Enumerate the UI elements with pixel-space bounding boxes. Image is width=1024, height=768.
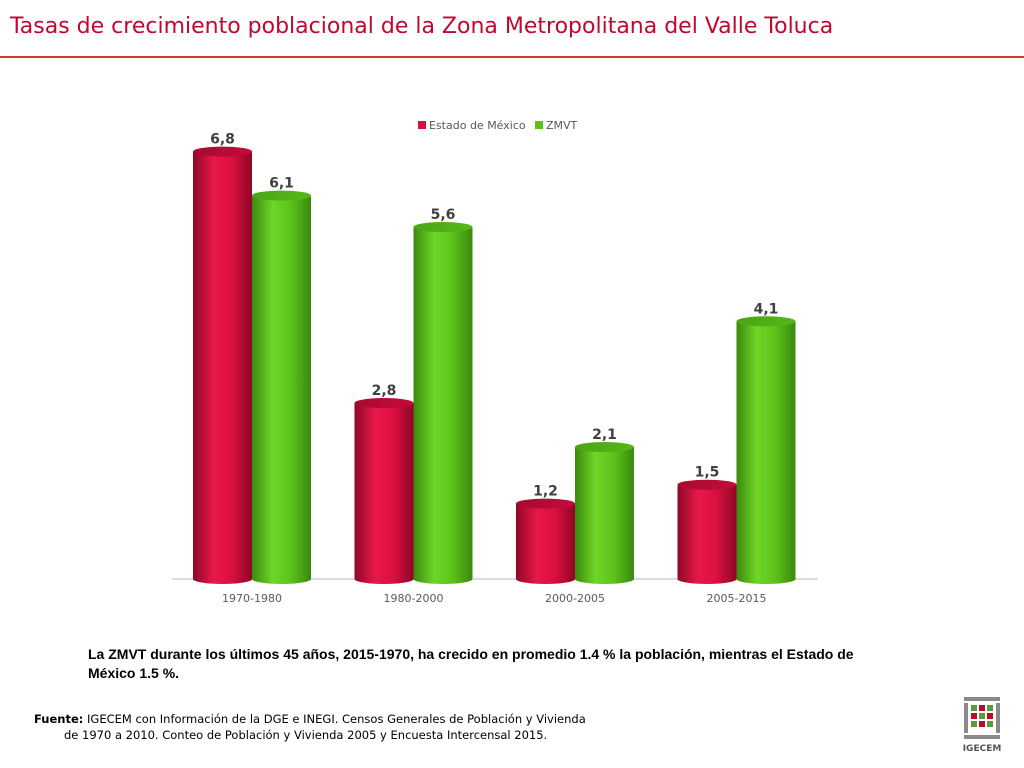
bar-estado-de-mexico-1980-2000 xyxy=(354,398,414,584)
bar-top xyxy=(413,222,473,232)
bar-estado-de-mexico-2000-2005 xyxy=(516,498,575,584)
bar-body xyxy=(193,151,252,585)
bar-body xyxy=(252,195,311,585)
bar-zmvt-2000-2005 xyxy=(575,442,634,584)
data-label: 1,5 xyxy=(695,465,720,481)
legend-swatch-estado-de-mexico xyxy=(418,121,426,129)
logo-text: IGECEM xyxy=(962,744,1002,754)
data-label: 5,6 xyxy=(431,207,456,223)
bar-body xyxy=(516,503,575,584)
x-tick-label: 1980-2000 xyxy=(384,592,444,605)
x-tick-label: 1970-1980 xyxy=(222,592,282,605)
legend-label-estado-de-mexico: Estado de México xyxy=(429,119,526,132)
igecem-logo-icon xyxy=(964,697,1000,739)
bar-zmvt-2005-2015 xyxy=(736,316,796,584)
bar-zmvt-1980-2000 xyxy=(413,222,473,584)
bar-top xyxy=(252,190,311,201)
x-tick-label: 2005-2015 xyxy=(707,592,767,605)
data-label: 6,8 xyxy=(210,132,235,148)
bar-zmvt-1970-1980 xyxy=(252,190,311,585)
bar-body xyxy=(575,447,634,584)
bar-body xyxy=(354,403,414,584)
bar-series-group: 6,8 6,1 2,8 5,6 1,2 2,1 1,5 4,1 xyxy=(193,132,796,585)
bar-top xyxy=(677,479,737,490)
bar-top xyxy=(354,398,414,408)
x-tick-label: 2000-2005 xyxy=(545,592,605,605)
source-line-1: IGECEM con Información de la DGE e INEGI… xyxy=(87,712,586,726)
bar-estado-de-mexico-1970-1980 xyxy=(193,146,252,585)
chart-legend: Estado de México ZMVT xyxy=(418,119,578,132)
data-label: 2,1 xyxy=(592,427,617,443)
bar-chart: Estado de México ZMVT 6,8 6,1 2,8 5,6 1,2 2,1 1… xyxy=(172,119,818,605)
igecem-logo: IGECEM xyxy=(956,693,1008,759)
x-tick-labels: 1970-1980 1980-2000 2000-2005 2005-2015 xyxy=(222,592,766,605)
legend-label-zmvt: ZMVT xyxy=(546,119,578,132)
data-label: 6,1 xyxy=(269,176,294,192)
bar-top xyxy=(575,442,634,452)
page-title: Tasas de crecimiento poblacional de la Z… xyxy=(10,14,834,39)
bar-top xyxy=(193,146,252,157)
source-line-2: de 1970 a 2010. Conteo de Población y Vi… xyxy=(64,728,548,742)
bar-top xyxy=(736,316,796,327)
bar-body xyxy=(413,227,473,584)
summary-note: La ZMVT durante los últimos 45 años, 201… xyxy=(88,646,854,681)
title-divider xyxy=(0,56,1024,58)
source-note: Fuente: IGECEM con Información de la DGE… xyxy=(34,711,586,743)
legend-swatch-zmvt xyxy=(535,121,543,129)
bar-body xyxy=(677,484,737,584)
source-label: Fuente: xyxy=(34,712,84,726)
data-label: 1,2 xyxy=(533,484,558,500)
bar-body xyxy=(736,321,796,584)
bar-estado-de-mexico-2005-2015 xyxy=(677,479,737,584)
bar-top xyxy=(516,498,575,509)
data-label: 2,8 xyxy=(372,383,397,399)
data-label: 4,1 xyxy=(754,301,779,317)
